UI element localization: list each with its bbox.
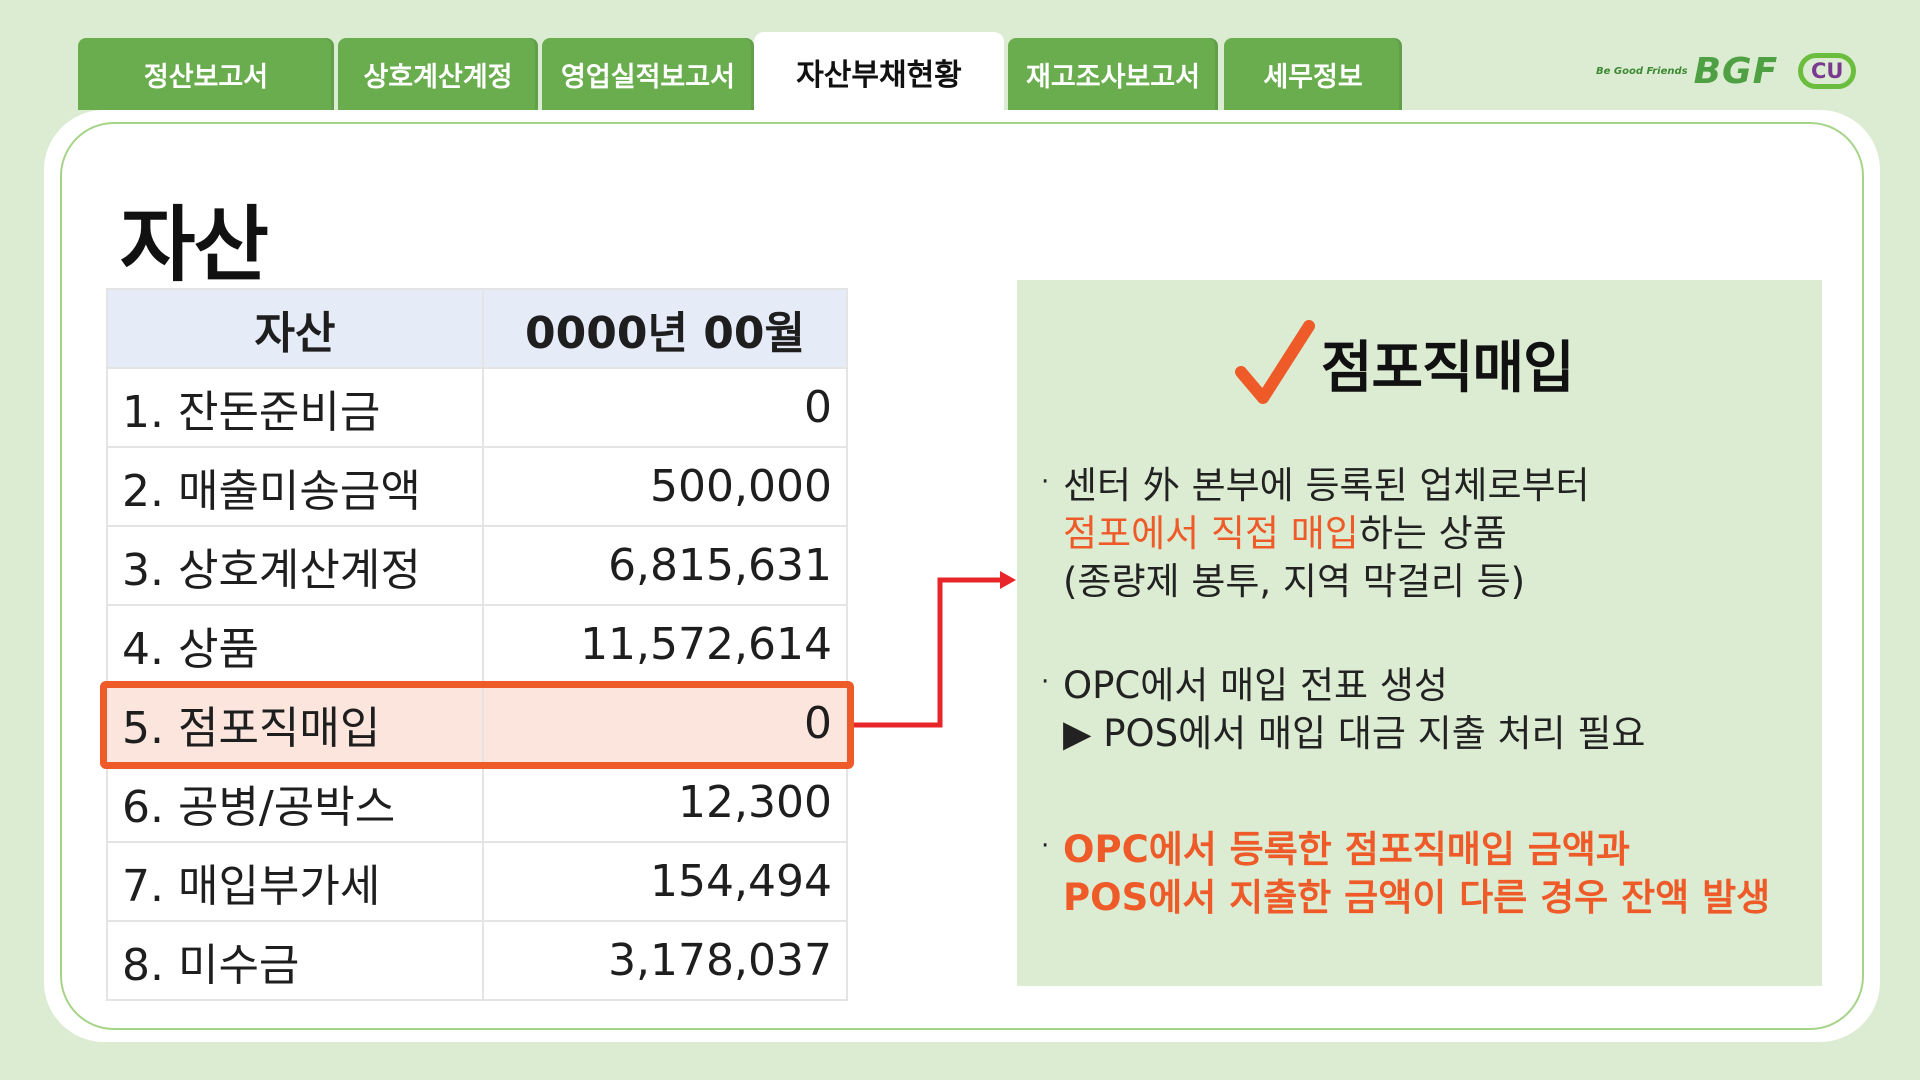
page-title: 자산 [120,198,269,293]
brand-logo: Be Good Friends BGF CU [1596,48,1857,94]
row-value: 3,178,037 [482,920,848,1001]
info-bullet: · 센터 外 본부에 등록된 업체로부터 점포에서 직접 매입하는 상품 (종량… [1041,462,1590,606]
row-name: 4. 상품 [106,604,484,685]
logo-bgf: BGF [1693,50,1779,92]
tab-inventory-report[interactable]: 재고조사보고서 [1008,38,1218,110]
tab-settlement-report[interactable]: 정산보고서 [78,38,334,110]
row-name: 1. 잔돈준비금 [106,367,484,448]
bullet-dot-icon: · [1041,831,1050,861]
table-header-row: 자산 0000년 00월 [106,288,848,369]
table-row: 4. 상품 11,572,614 [106,604,848,685]
connector-line [854,577,1004,728]
tab-asset-liability[interactable]: 자산부채현황 [754,32,1004,112]
info-title: 점포직매입 [1235,320,1575,406]
arrow-head-icon [1000,571,1016,589]
row-value: 154,494 [482,841,848,922]
row-name: 5. 점포직매입 [106,683,484,764]
bullet-line: 점포에서 직접 매입하는 상품 [1041,510,1590,558]
row-value: 12,300 [482,762,848,843]
row-name: 6. 공병/공박스 [106,762,484,843]
row-name: 2. 매출미송금액 [106,446,484,527]
logo-tagline: Be Good Friends [1596,65,1688,77]
row-name: 7. 매입부가세 [106,841,484,922]
tab-tax-info[interactable]: 세무정보 [1224,38,1402,110]
table-row: 6. 공병/공박스 12,300 [106,762,848,843]
info-panel: 점포직매입 · 센터 外 본부에 등록된 업체로부터 점포에서 직접 매입하는 … [1017,280,1822,986]
table-header-period: 0000년 00월 [482,288,848,369]
bullet-line: ▶ POS에서 매입 대금 지출 처리 필요 [1063,712,1646,755]
info-bullet-warning: · OPC에서 등록한 점포직매입 금액과 POS에서 지출한 금액이 다른 경… [1041,826,1770,922]
asset-table: 자산 0000년 00월 1. 잔돈준비금 0 2. 매출미송금액 500,00… [106,288,848,1001]
row-value: 500,000 [482,446,848,527]
table-row: 7. 매입부가세 154,494 [106,841,848,922]
highlight-text: 점포에서 직접 매입 [1063,512,1359,555]
bullet-line: (종량제 봉투, 지역 막걸리 등) [1063,560,1526,603]
table-row: 2. 매출미송금액 500,000 [106,446,848,527]
info-bullet: · OPC에서 매입 전표 생성 ▶ POS에서 매입 대금 지출 처리 필요 [1041,662,1645,758]
bullet-dot-icon: · [1041,667,1050,697]
row-value: 6,815,631 [482,525,848,606]
bullet-line: 센터 外 본부에 등록된 업체로부터 [1063,464,1590,507]
bullet-line: OPC에서 등록한 점포직매입 금액과 [1063,828,1630,871]
bullet-dot-icon: · [1041,467,1050,497]
bullet-line: POS에서 지출한 금액이 다른 경우 잔액 발생 [1063,876,1771,919]
row-name: 3. 상호계산계정 [106,525,484,606]
row-value: 11,572,614 [482,604,848,685]
info-title-label: 점포직매입 [1321,335,1575,401]
content-panel: 자산 자산 0000년 00월 1. 잔돈준비금 0 2. 매출미송금액 500… [44,110,1880,1042]
table-row: 1. 잔돈준비금 0 [106,367,848,448]
bullet-text: 하는 상품 [1358,512,1507,555]
checkmark-icon [1235,320,1315,404]
row-value: 0 [482,683,848,764]
table-row-highlighted: 5. 점포직매입 0 [106,683,848,764]
bullet-line: OPC에서 매입 전표 생성 [1063,664,1448,707]
tab-sales-report[interactable]: 영업실적보고서 [542,38,754,110]
table-header-asset: 자산 [106,288,484,369]
row-value: 0 [482,367,848,448]
table-row: 8. 미수금 3,178,037 [106,920,848,1001]
logo-cu: CU [1798,53,1857,89]
table-row: 3. 상호계산계정 6,815,631 [106,525,848,606]
tab-mutual-account[interactable]: 상호계산계정 [338,38,538,110]
row-name: 8. 미수금 [106,920,484,1001]
